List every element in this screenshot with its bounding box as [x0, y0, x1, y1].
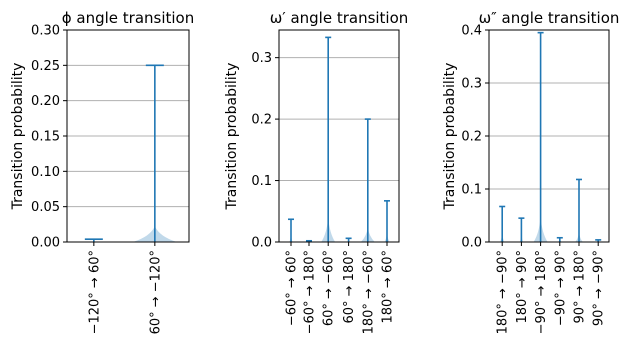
x-tick-label: 180° → 60°	[381, 250, 396, 324]
x-tick-label: 180° → 90°	[515, 250, 530, 324]
x-tick-label: −60° → 180°	[303, 250, 318, 334]
y-tick-label: 0.00	[31, 236, 60, 251]
chart-title: ω′ angle transition	[270, 9, 409, 27]
y-tick-label: 0.30	[31, 24, 60, 39]
chart-title: ϕ angle transition	[62, 9, 195, 27]
x-tick-label: 180° → −60°	[361, 250, 376, 334]
x-tick-label: 90° → 180°	[573, 250, 588, 324]
y-axis-label: Transition probability	[10, 63, 26, 211]
x-tick-label: 60° → −120°	[148, 250, 163, 334]
y-tick-label: 0.20	[31, 94, 60, 109]
y-tick-label: 0.2	[461, 130, 482, 145]
y-tick-label: 0.15	[31, 130, 60, 145]
phi-transition-panel: 0.00 0.05 0.10 0.15 0.20 0.25 0.30 −120° → 60° 6…	[10, 9, 194, 334]
omega-double-prime-transition-panel: 0.0 0.1 0.2 0.3 0.4 180° → −90° 180° → 90° −90°…	[442, 9, 619, 334]
x-tick-label: −90° → 90°	[553, 250, 568, 326]
y-tick-label: 0.3	[251, 51, 272, 66]
x-tick-label: −60° → 60°	[285, 250, 300, 326]
y-axis-label: Transition probability	[442, 63, 458, 211]
x-tick-label: 60° → −60°	[322, 250, 337, 326]
omega-prime-transition-panel: 0.0 0.1 0.2 0.3 −60° → 60° −60° → 180° 60° → −…	[224, 9, 408, 334]
y-tick-label: 0.4	[461, 24, 482, 39]
y-tick-label: 0.2	[251, 113, 272, 128]
y-axis-label: Transition probability	[224, 63, 240, 211]
y-tick-label: 0.0	[251, 236, 272, 251]
x-tick-label: −90° → 180°	[534, 250, 549, 334]
chart-title: ω″ angle transition	[479, 9, 620, 27]
x-tick-label: 90° → −90°	[592, 250, 607, 326]
y-tick-label: 0.05	[31, 200, 60, 215]
y-tick-label: 0.25	[31, 59, 60, 74]
y-tick-label: 0.1	[461, 183, 482, 198]
y-tick-label: 0.1	[251, 174, 272, 189]
y-tick-label: 0.10	[31, 165, 60, 180]
y-tick-label: 0.3	[461, 77, 482, 92]
x-tick-label: −120° → 60°	[87, 250, 102, 334]
plot-frame	[278, 29, 400, 243]
x-tick-label: 180° → −90°	[496, 250, 511, 334]
x-tick-label: 60° → 180°	[342, 250, 357, 324]
y-tick-label: 0.0	[461, 236, 482, 251]
